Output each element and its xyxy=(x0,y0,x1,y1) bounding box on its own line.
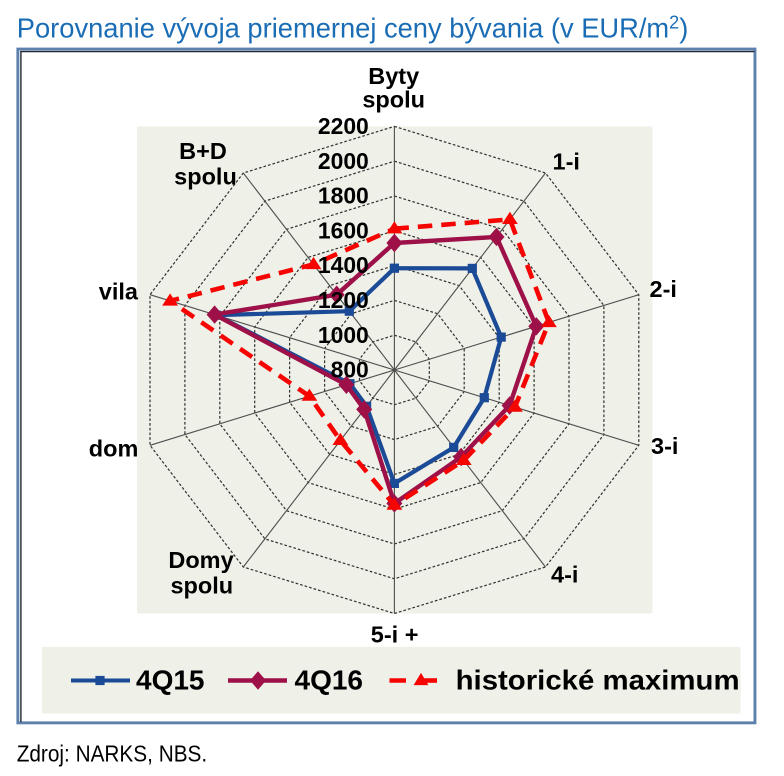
svg-text:4Q15: 4Q15 xyxy=(136,664,205,695)
svg-text:Porovnanie vývoja priemernej c: Porovnanie vývoja priemernej ceny bývani… xyxy=(17,13,688,44)
svg-text:1200: 1200 xyxy=(318,287,369,313)
svg-text:vila: vila xyxy=(99,278,139,304)
svg-text:4-i: 4-i xyxy=(551,562,578,588)
svg-text:800: 800 xyxy=(331,357,369,383)
svg-text:1400: 1400 xyxy=(318,252,369,278)
svg-text:Domy: Domy xyxy=(168,547,233,573)
svg-text:spolu: spolu xyxy=(362,87,425,113)
svg-text:2-i: 2-i xyxy=(650,276,677,302)
svg-text:2200: 2200 xyxy=(318,113,369,139)
svg-text:Byty: Byty xyxy=(368,63,419,89)
svg-text:spolu: spolu xyxy=(174,164,237,190)
svg-text:5-i +: 5-i + xyxy=(371,622,419,648)
svg-text:1600: 1600 xyxy=(318,217,369,243)
svg-text:1-i: 1-i xyxy=(553,148,580,174)
svg-text:Zdroj: NARKS, NBS.: Zdroj: NARKS, NBS. xyxy=(17,741,208,767)
svg-text:3-i: 3-i xyxy=(651,433,678,459)
svg-text:B+D: B+D xyxy=(179,138,227,164)
svg-text:dom: dom xyxy=(89,435,139,461)
svg-text:spolu: spolu xyxy=(170,573,233,599)
svg-text:4Q16: 4Q16 xyxy=(295,664,364,695)
svg-text:1000: 1000 xyxy=(318,322,369,348)
svg-text:2000: 2000 xyxy=(318,148,369,174)
svg-text:historické maximum: historické maximum xyxy=(456,664,740,695)
svg-text:1800: 1800 xyxy=(318,183,369,209)
